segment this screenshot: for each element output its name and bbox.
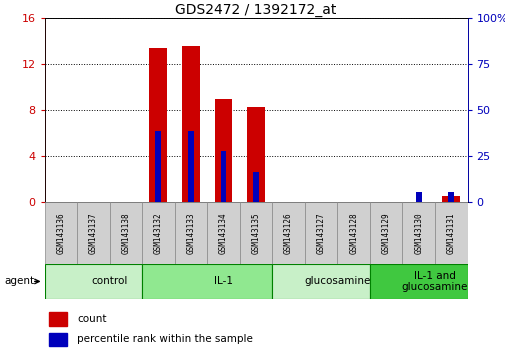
Bar: [447, 192, 453, 202]
Text: count: count: [77, 314, 107, 324]
Text: control: control: [91, 276, 128, 286]
Text: GSM143137: GSM143137: [89, 212, 97, 253]
FancyBboxPatch shape: [304, 202, 337, 264]
Text: GSM143132: GSM143132: [154, 212, 163, 253]
FancyBboxPatch shape: [401, 202, 434, 264]
FancyBboxPatch shape: [434, 202, 467, 264]
Bar: [441, 196, 460, 202]
FancyBboxPatch shape: [239, 202, 272, 264]
Text: IL-1 and
glucosamine: IL-1 and glucosamine: [401, 270, 467, 292]
FancyBboxPatch shape: [142, 202, 174, 264]
FancyBboxPatch shape: [77, 202, 110, 264]
FancyBboxPatch shape: [369, 202, 401, 264]
Text: GSM143136: GSM143136: [56, 212, 65, 253]
FancyBboxPatch shape: [142, 264, 272, 299]
Bar: [188, 131, 193, 202]
Text: glucosamine: glucosamine: [304, 276, 370, 286]
Text: GSM143135: GSM143135: [251, 212, 260, 253]
FancyBboxPatch shape: [207, 202, 239, 264]
FancyBboxPatch shape: [369, 264, 467, 299]
Bar: [155, 131, 161, 202]
Text: GSM143128: GSM143128: [348, 212, 358, 253]
Text: GSM143133: GSM143133: [186, 212, 195, 253]
FancyBboxPatch shape: [110, 202, 142, 264]
Bar: [415, 192, 421, 202]
FancyBboxPatch shape: [174, 202, 207, 264]
Bar: [48, 333, 66, 346]
Title: GDS2472 / 1392172_at: GDS2472 / 1392172_at: [175, 3, 336, 17]
Text: GSM143138: GSM143138: [121, 212, 130, 253]
Text: percentile rank within the sample: percentile rank within the sample: [77, 335, 252, 344]
Text: GSM143134: GSM143134: [219, 212, 228, 253]
Text: GSM143130: GSM143130: [414, 212, 422, 253]
Bar: [182, 46, 199, 202]
FancyBboxPatch shape: [272, 264, 369, 299]
Text: GSM143126: GSM143126: [283, 212, 292, 253]
Bar: [214, 99, 232, 202]
Bar: [246, 108, 265, 202]
FancyBboxPatch shape: [337, 202, 369, 264]
Bar: [252, 172, 259, 202]
Text: GSM143129: GSM143129: [381, 212, 390, 253]
Text: GSM143127: GSM143127: [316, 212, 325, 253]
FancyBboxPatch shape: [44, 202, 77, 264]
FancyBboxPatch shape: [44, 264, 142, 299]
FancyBboxPatch shape: [272, 202, 304, 264]
Bar: [149, 47, 167, 202]
Text: agent: agent: [4, 276, 34, 286]
Bar: [48, 312, 66, 326]
Bar: [220, 151, 226, 202]
Text: GSM143131: GSM143131: [446, 212, 455, 253]
Text: IL-1: IL-1: [214, 276, 232, 286]
